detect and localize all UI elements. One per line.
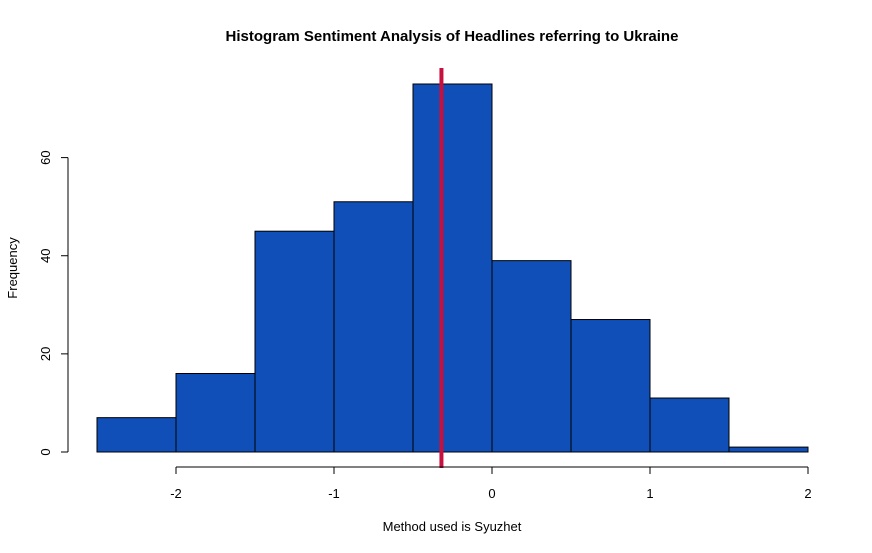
x-axis-label: Method used is Syuzhet — [383, 519, 522, 534]
histogram-bar — [412, 83, 493, 453]
histogram-bar — [333, 201, 414, 453]
y-axis: 0 20 40 60 — [38, 150, 69, 456]
x-tick-label: 1 — [646, 486, 653, 501]
x-tick-label: 2 — [804, 486, 811, 501]
y-tick-label: 60 — [38, 150, 53, 164]
x-tick-label: -2 — [170, 486, 182, 501]
y-tick-label: 40 — [38, 248, 53, 262]
histogram-bar — [728, 446, 809, 453]
bars-group — [96, 83, 809, 453]
y-axis-label: Frequency — [5, 237, 20, 299]
y-tick-label: 20 — [38, 347, 53, 361]
chart-title: Histogram Sentiment Analysis of Headline… — [226, 28, 679, 45]
histogram-bar — [649, 397, 730, 453]
x-tick-label: 0 — [488, 486, 495, 501]
y-tick-label: 0 — [38, 448, 53, 455]
x-tick-label: -1 — [328, 486, 340, 501]
histogram-bar — [175, 372, 256, 453]
histogram-bar — [570, 319, 651, 453]
histogram-bar — [96, 417, 177, 453]
x-axis: -2 -1 0 1 2 — [170, 466, 812, 501]
histogram-bar — [254, 230, 335, 453]
histogram-bar — [491, 260, 572, 453]
